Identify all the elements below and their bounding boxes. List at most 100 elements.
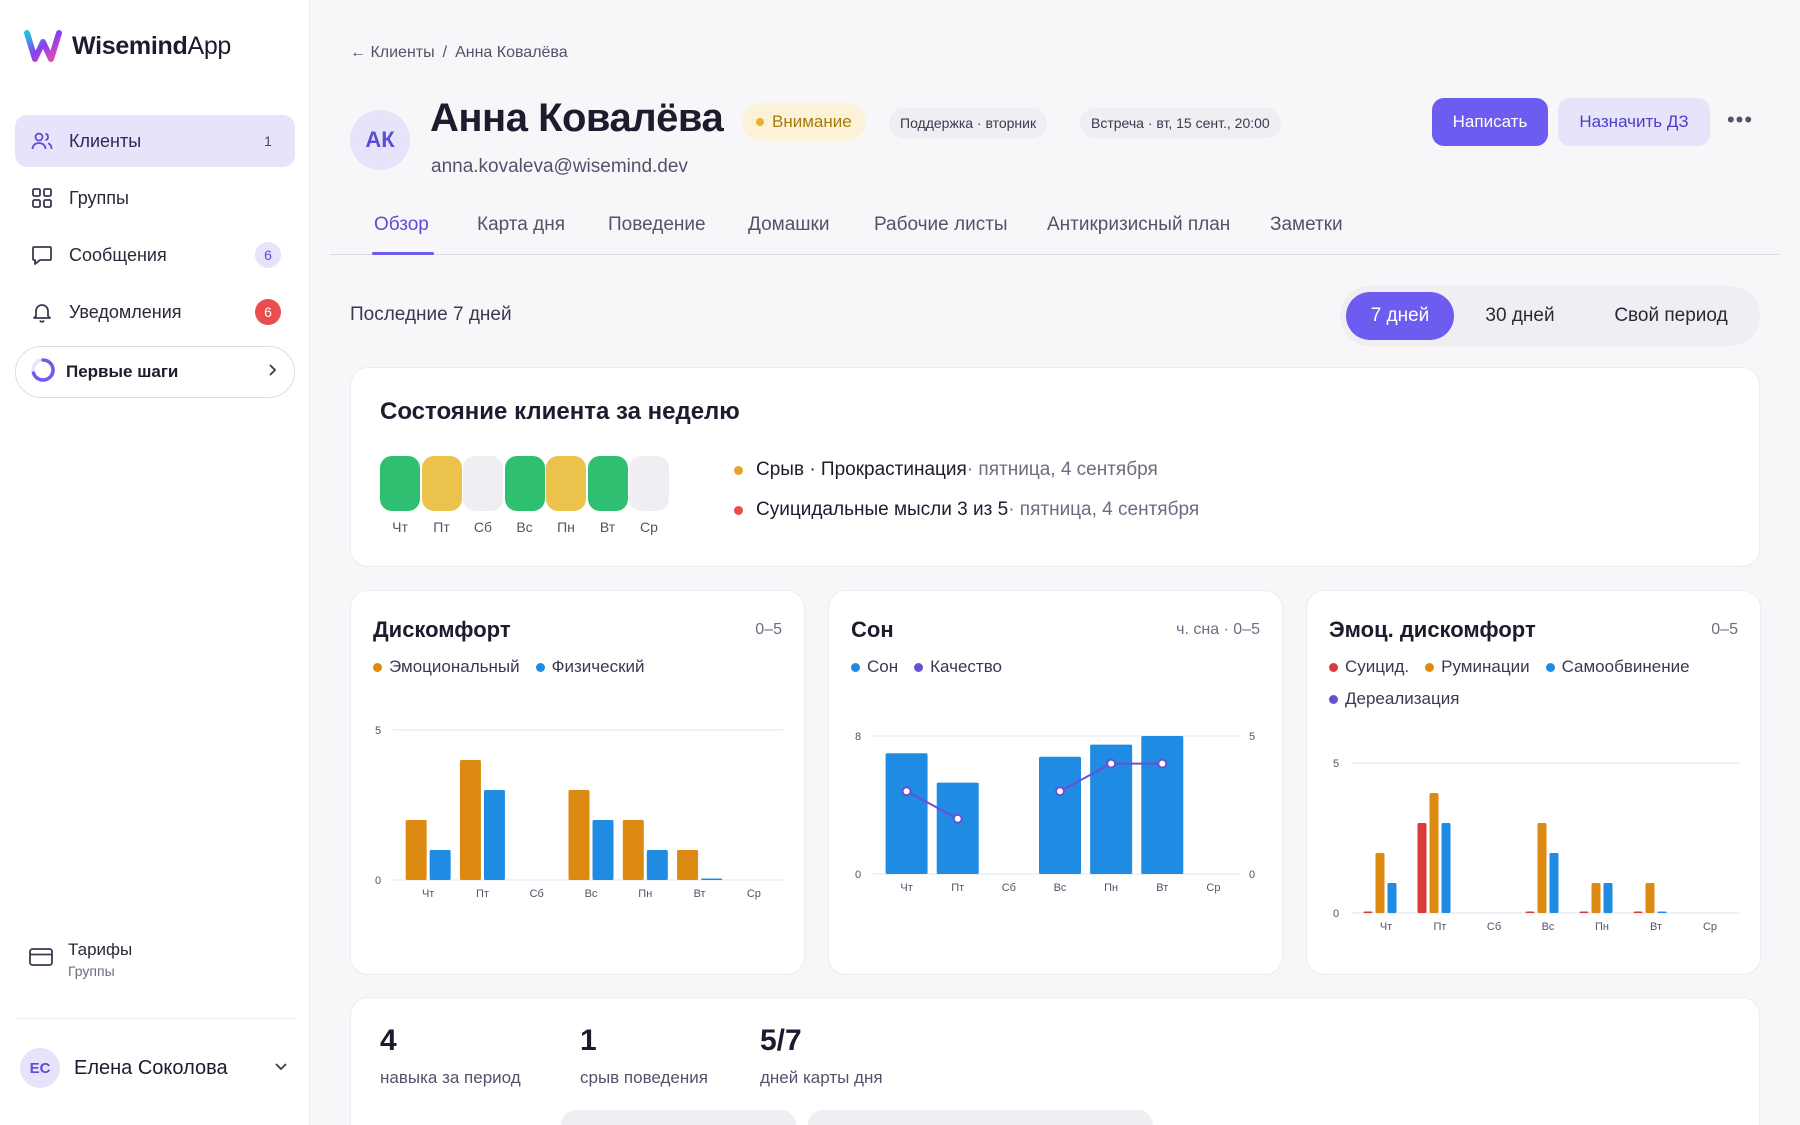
breadcrumb-back-link[interactable]: ← Клиенты: [350, 44, 435, 61]
app-logo[interactable]: WisemindApp: [24, 28, 231, 64]
y2-tick-label: 5: [1249, 731, 1255, 743]
chart-title: Эмоц. дискомфорт: [1329, 617, 1536, 642]
stat-label: навыка за период: [380, 1068, 521, 1087]
chart-title: Дискомфорт: [373, 617, 511, 642]
more-options-icon[interactable]: •••: [1726, 107, 1754, 132]
sidebar-item-label: Сообщения: [69, 244, 167, 265]
x-tick-label: Пн: [1595, 921, 1609, 933]
status-dot-icon: [756, 118, 764, 126]
day-status-cell[interactable]: Сб: [463, 456, 503, 535]
tab-overview[interactable]: Обзор: [374, 214, 429, 235]
day-status-block: [587, 456, 628, 511]
day-label: Пн: [557, 519, 575, 535]
y-tick-label: 8: [855, 731, 861, 743]
skill-chip[interactable]: [808, 1110, 1153, 1125]
sidebar-item-groups[interactable]: Группы: [15, 172, 295, 224]
bar: [1141, 736, 1184, 874]
bar: [936, 782, 979, 874]
notifications-count-badge: 6: [255, 299, 281, 325]
bar: [1537, 823, 1547, 913]
tab-notes[interactable]: Заметки: [1270, 214, 1343, 235]
x-tick-label: Чт: [900, 882, 912, 894]
app-name: WisemindApp: [72, 31, 232, 60]
legend-label: Сон: [867, 657, 899, 676]
stat-skills: 4 навыка за период: [380, 1024, 521, 1088]
day-status-cell[interactable]: Пн: [546, 456, 586, 535]
tariffs-title: Тарифы: [68, 940, 133, 959]
period-7-days-button[interactable]: 7 дней: [1346, 292, 1454, 340]
bar: [483, 790, 505, 880]
legend-dot-icon: [851, 662, 860, 672]
write-button[interactable]: Написать: [1432, 98, 1548, 146]
sidebar-item-clients[interactable]: Клиенты 1: [15, 115, 295, 167]
x-tick-label: Пт: [951, 882, 964, 894]
event-dot-icon: [734, 505, 743, 515]
y-tick-label: 0: [855, 869, 861, 881]
tab-homework[interactable]: Домашки: [748, 214, 830, 235]
line-point: [901, 786, 912, 797]
sidebar-item-notifications[interactable]: Уведомления 6: [15, 286, 295, 338]
x-tick-label: Сб: [1002, 882, 1016, 894]
period-selector: 7 дней 30 дней Свой период: [1340, 286, 1760, 346]
x-tick-label: Вт: [1156, 882, 1168, 894]
legend-item: Руминации: [1425, 657, 1530, 677]
tab-worksheets[interactable]: Рабочие листы: [874, 214, 1008, 235]
tab-day-card[interactable]: Карта дня: [477, 214, 565, 235]
bar: [622, 820, 644, 880]
legend-item: Качество: [914, 657, 1002, 677]
period-30-days-button[interactable]: 30 дней: [1485, 305, 1555, 326]
x-tick-label: Ср: [1206, 882, 1220, 894]
x-tick-label: Пн: [638, 888, 652, 900]
skill-chip[interactable]: [561, 1110, 796, 1125]
x-tick-label: Чт: [422, 888, 434, 900]
stat-label: дней карты дня: [760, 1068, 883, 1087]
bar: [1363, 911, 1373, 913]
sleep-chart-card: 8 0 Чт Пт Сб Вс Пн Вт Ср 5 0 Сон ч. сна · 0–5 Сон К…: [828, 590, 1283, 975]
bar: [1633, 911, 1643, 913]
event-dot-icon: [734, 465, 743, 475]
bar: [1603, 883, 1613, 913]
client-avatar: АК: [350, 110, 410, 170]
legend-label: Дереализация: [1345, 689, 1460, 708]
bar: [568, 790, 590, 880]
tariffs-link[interactable]: Тарифы Группы: [28, 940, 132, 979]
sidebar-nav: Клиенты 1 Группы Сообщения 6 Уведомления…: [15, 115, 295, 398]
week-state-title: Состояние клиента за неделю: [380, 398, 740, 425]
sidebar-item-messages[interactable]: Сообщения 6: [15, 229, 295, 281]
day-status-cell[interactable]: Пт: [421, 456, 462, 535]
sleep-chart: 8 0 Чт Пт Сб Вс Пн Вт Ср 5 0: [855, 731, 1255, 894]
event-item[interactable]: Срыв · Прокрастинация · пятница, 4 сентя…: [734, 459, 1158, 481]
bell-icon: [29, 299, 55, 325]
assign-homework-button[interactable]: Назначить ДЗ: [1558, 98, 1710, 146]
bar: [677, 850, 699, 880]
user-menu[interactable]: ЕС Елена Соколова: [20, 1048, 290, 1088]
x-tick-label: Вт: [1650, 921, 1662, 933]
day-status-cell[interactable]: Ср: [629, 456, 669, 535]
day-status-cell[interactable]: Чт: [380, 456, 420, 535]
event-item[interactable]: Суицидальные мысли 3 из 5 · пятница, 4 с…: [734, 499, 1199, 521]
bar: [1387, 883, 1397, 913]
day-status-cell[interactable]: Вт: [587, 456, 628, 535]
day-status-cell[interactable]: Вс: [504, 456, 545, 535]
legend-item: Суицид.: [1329, 657, 1409, 677]
stat-breakdowns: 1 срыв поведения: [580, 1024, 708, 1088]
arrow-left-icon: ←: [350, 44, 366, 61]
first-steps-button[interactable]: Первые шаги: [15, 346, 295, 398]
tariffs-subtitle: Группы: [68, 963, 115, 979]
tab-crisis-plan[interactable]: Антикризисный план: [1047, 214, 1231, 235]
support-tag: Поддержка · вторник: [889, 108, 1048, 138]
client-tabs: Обзор Карта дня Поведение Домашки Рабочи…: [330, 200, 1780, 255]
wisemind-logo-icon: [24, 30, 62, 62]
line-segment: [906, 790, 959, 820]
active-tab-indicator: [372, 252, 434, 255]
chart-range: 0–5: [755, 621, 782, 638]
tab-behavior[interactable]: Поведение: [608, 214, 706, 235]
period-custom-button[interactable]: Свой период: [1614, 305, 1728, 326]
legend-dot-icon: [1425, 662, 1435, 672]
day-status-block: [546, 456, 586, 511]
legend-dot-icon: [1545, 662, 1555, 672]
bar: [592, 820, 614, 880]
sidebar-item-label: Уведомления: [69, 301, 182, 322]
bar: [1417, 823, 1427, 913]
stat-value: 4: [380, 1024, 397, 1057]
